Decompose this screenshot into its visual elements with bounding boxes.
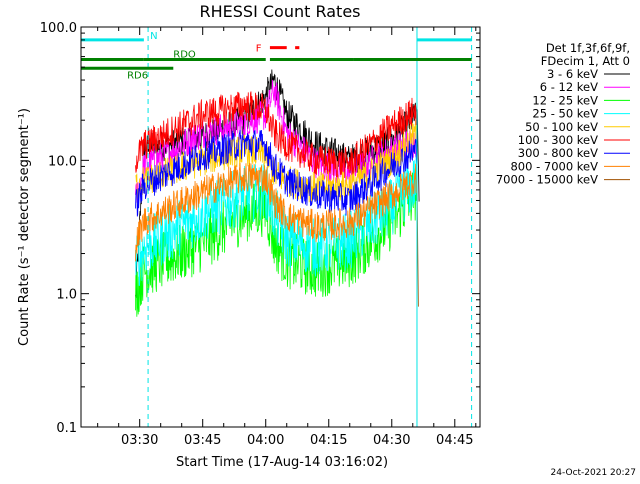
status-label-rdo: RDO	[173, 50, 196, 61]
plot-area: N RDO RD6 F	[81, 27, 473, 427]
series-line-6-12-kev	[135, 79, 418, 204]
legend-entry-label: 7000 - 15000 keV	[496, 173, 598, 187]
legend-entry-label: 12 - 25 keV	[532, 93, 598, 107]
chart-title: RHESSI Count Rates	[200, 2, 361, 21]
y-tick-label: 1.0	[56, 288, 77, 303]
plot-series-group	[81, 27, 473, 427]
timestamp-footer: 24-Oct-2021 20:27	[551, 468, 636, 478]
legend-header-line-2: FDecim 1, Att 0	[541, 54, 630, 68]
y-tick-label: 0.1	[56, 421, 77, 436]
legend-entry-label: 300 - 800 keV	[518, 146, 598, 160]
status-label-f: F	[256, 44, 262, 55]
x-tick-label: 04:00	[247, 433, 284, 448]
series-line-100-300-kev	[135, 91, 418, 178]
y-tick-label: 100.0	[40, 21, 77, 36]
plot-frame	[80, 26, 481, 428]
x-tick-label: 04:30	[373, 433, 410, 448]
series-line-800-7000-kev	[135, 162, 418, 262]
x-tick-label: 03:30	[121, 433, 158, 448]
y-axis-label: Count Rate (s⁻¹ detector segment⁻¹)	[17, 108, 32, 346]
legend-entry-label: 6 - 12 keV	[540, 80, 598, 94]
axes: 0.1 1.0 10.0 100.0 03:30 03:45 04:00 04:15 04:30…	[40, 21, 481, 448]
y-tick-label: 10.0	[48, 154, 77, 169]
legend-entry-label: 100 - 300 keV	[518, 133, 598, 147]
status-label-rd6: RD6	[127, 70, 148, 81]
x-tick-label: 04:45	[436, 433, 473, 448]
status-label-n: N	[150, 31, 157, 42]
x-tick-label: 04:15	[310, 433, 347, 448]
legend-entry-label: 3 - 6 keV	[547, 67, 598, 81]
x-tick-label: 03:45	[184, 433, 221, 448]
legend-entry-label: 800 - 7000 keV	[510, 159, 598, 173]
legend-header-line-1: Det 1f,3f,6f,9f,	[546, 41, 630, 55]
legend-entry-label: 25 - 50 keV	[532, 107, 598, 121]
legend-entry-label: 50 - 100 keV	[525, 120, 598, 134]
x-axis-label: Start Time (17-Aug-14 03:16:02)	[176, 455, 388, 470]
series-line-300-800-kev	[135, 129, 418, 217]
